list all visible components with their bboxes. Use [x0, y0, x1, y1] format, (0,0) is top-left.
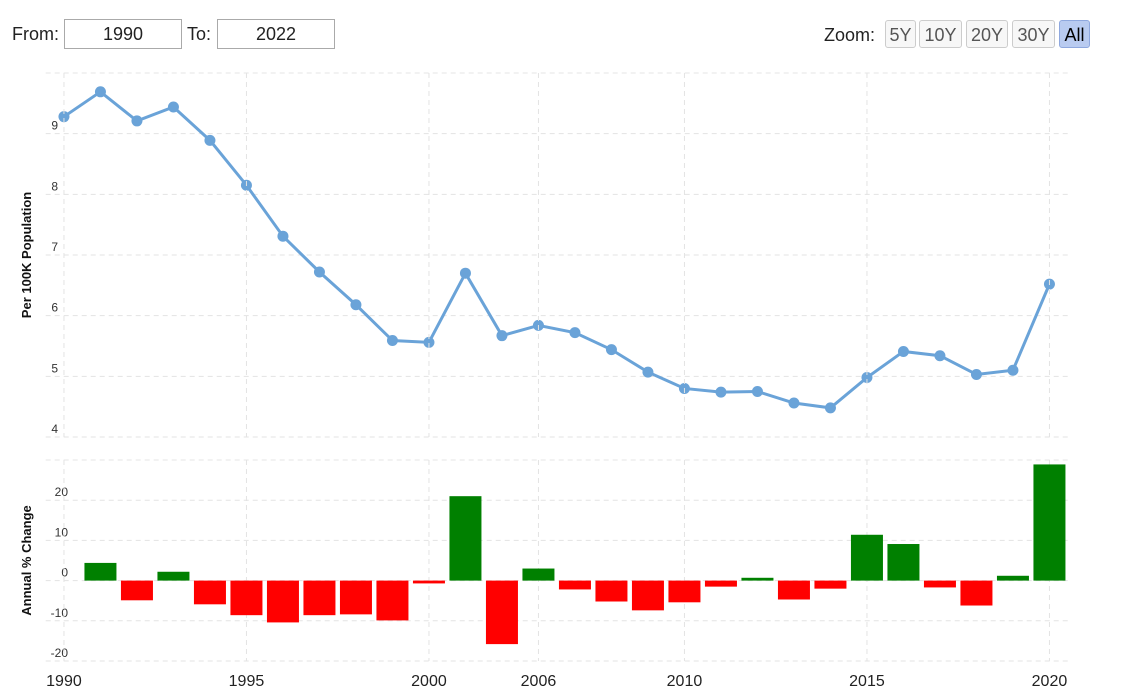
- point: [167, 101, 179, 113]
- y-tick-label: 8: [51, 179, 58, 193]
- point: [386, 335, 398, 347]
- bar: [522, 568, 555, 581]
- point: [204, 134, 216, 146]
- point: [350, 299, 362, 311]
- point: [824, 402, 836, 414]
- point: [131, 115, 143, 127]
- bar: [777, 580, 810, 600]
- point: [277, 230, 289, 242]
- point: [861, 372, 873, 384]
- point: [897, 345, 909, 357]
- bar: [157, 571, 190, 581]
- from-input[interactable]: 1990: [64, 19, 182, 49]
- zoom-button[interactable]: 10Y: [919, 20, 962, 48]
- zoom-button[interactable]: 5Y: [885, 20, 916, 48]
- bar: [741, 577, 774, 581]
- point: [423, 336, 435, 348]
- y-tick-label: 5: [51, 361, 58, 375]
- bar: [814, 580, 847, 589]
- point: [313, 266, 325, 278]
- line: [63, 89, 1051, 410]
- bar: [485, 580, 518, 645]
- zoom-button[interactable]: 20Y: [966, 20, 1008, 48]
- bar: [850, 534, 883, 581]
- point: [1007, 364, 1019, 376]
- zoom-button[interactable]: 30Y: [1012, 20, 1055, 48]
- bar: [558, 580, 591, 590]
- bar: [230, 580, 263, 616]
- point: [605, 344, 617, 356]
- bar: [960, 580, 993, 606]
- point: [934, 350, 946, 362]
- point: [751, 386, 763, 397]
- y-tick-label: 10: [55, 525, 69, 539]
- bar: [376, 580, 409, 621]
- bar: [595, 580, 628, 602]
- y-tick-label: 20: [55, 485, 69, 499]
- y-tick-label: 0: [61, 566, 68, 580]
- bar: [120, 580, 153, 601]
- bar: [1033, 464, 1066, 581]
- to-label: To:: [187, 24, 212, 44]
- zoom-button[interactable]: All: [1059, 20, 1090, 48]
- x-tick-label: 1995: [229, 673, 265, 690]
- bar: [996, 575, 1029, 581]
- y-tick-label: 9: [51, 119, 58, 133]
- point: [642, 366, 654, 378]
- x-tick-label: 2000: [411, 673, 447, 690]
- x-tick-label: 1990: [46, 673, 82, 690]
- x-tick-label: 2020: [1032, 673, 1068, 690]
- point: [970, 369, 982, 381]
- bar: [412, 580, 445, 584]
- y-tick-label: 7: [51, 240, 58, 254]
- to-input[interactable]: 2022: [217, 19, 335, 49]
- bar: [303, 580, 336, 616]
- bar: [266, 580, 299, 623]
- y-tick-label: -20: [51, 646, 69, 660]
- point: [94, 86, 106, 98]
- bar: [704, 580, 737, 587]
- y-tick-label: 4: [51, 422, 58, 436]
- zoom-label: Zoom:: [824, 25, 876, 45]
- bar: [923, 580, 956, 588]
- point: [788, 397, 800, 409]
- point: [58, 111, 70, 123]
- bar: [84, 562, 117, 581]
- point: [715, 386, 727, 398]
- x-tick-label: 2010: [667, 673, 703, 690]
- y-axis-title: Annual % Change: [19, 505, 34, 616]
- bar: [668, 580, 701, 603]
- x-tick-label: 2015: [849, 673, 885, 690]
- from-label: From:: [12, 24, 59, 44]
- bar: [339, 580, 372, 615]
- x-tick-label: 2006: [521, 673, 557, 690]
- y-axis-title: Per 100K Population: [19, 192, 34, 318]
- y-tick-label: 6: [51, 301, 58, 315]
- point: [496, 330, 508, 342]
- y-tick-label: -10: [51, 606, 69, 620]
- point: [459, 267, 471, 279]
- bar: [193, 580, 226, 605]
- bar: [631, 580, 664, 611]
- bar: [449, 496, 482, 581]
- bar: [887, 544, 920, 581]
- point: [569, 327, 581, 339]
